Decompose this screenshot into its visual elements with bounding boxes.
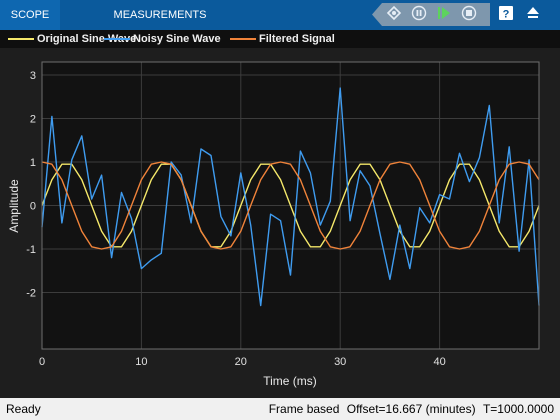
axes-frame bbox=[41, 61, 540, 350]
pause-icon[interactable] bbox=[410, 4, 428, 22]
x-tick-label: 0 bbox=[39, 356, 45, 368]
status-mode: Frame based bbox=[268, 402, 340, 416]
svg-text:?: ? bbox=[503, 9, 510, 21]
simulation-controls bbox=[372, 3, 490, 26]
tab-measurements[interactable]: MEASUREMENTS bbox=[113, 9, 207, 21]
y-axis-label: Amplitude bbox=[7, 179, 21, 233]
series-lines bbox=[41, 87, 540, 307]
legend: Original Sine Wave Noisy Sine Wave Filte… bbox=[0, 30, 560, 48]
tab-scope[interactable]: SCOPE bbox=[0, 0, 60, 30]
scope-chart: 0 10 20 30 40 -2 -1 0 1 2 3 Time (ms) Amplitude bbox=[7, 61, 540, 388]
legend-label: Original Sine Wave bbox=[37, 33, 137, 45]
x-axis-label: Time (ms) bbox=[263, 374, 317, 388]
status-offset: Offset=16.667 (minutes) bbox=[346, 402, 476, 416]
x-tick-label: 10 bbox=[135, 356, 147, 368]
status-ready: Ready bbox=[6, 402, 41, 416]
status-time: T=1000.0000 bbox=[482, 402, 554, 416]
expand-icon[interactable] bbox=[524, 4, 542, 22]
signal-select-icon[interactable] bbox=[385, 4, 403, 22]
toolstrip: SCOPE MEASUREMENTS ? bbox=[0, 0, 560, 30]
legend-item-filtered[interactable]: Filtered Signal bbox=[230, 30, 335, 48]
run-icon[interactable] bbox=[435, 4, 453, 22]
legend-label: Filtered Signal bbox=[259, 33, 335, 45]
help-icon[interactable]: ? bbox=[497, 4, 515, 22]
x-tick-label: 30 bbox=[334, 356, 346, 368]
legend-swatch bbox=[8, 38, 34, 40]
y-tick-label: -2 bbox=[26, 287, 36, 299]
plot-area: 0 10 20 30 40 -2 -1 0 1 2 3 Time (ms) Amplitude bbox=[0, 48, 560, 398]
tick-labels: 0 10 20 30 40 -2 -1 0 1 2 3 bbox=[26, 70, 446, 368]
series-line-filtered bbox=[41, 161, 540, 250]
legend-item-original[interactable]: Original Sine Wave bbox=[8, 30, 136, 48]
status-bar: Ready Frame based Offset=16.667 (minutes… bbox=[0, 398, 560, 420]
y-tick-label: -1 bbox=[26, 244, 36, 256]
legend-swatch bbox=[104, 38, 130, 40]
y-tick-label: 3 bbox=[30, 70, 36, 82]
x-tick-label: 20 bbox=[235, 356, 247, 368]
y-tick-label: 0 bbox=[30, 201, 36, 213]
x-tick-label: 40 bbox=[433, 356, 445, 368]
y-tick-label: 2 bbox=[30, 114, 36, 126]
stop-icon[interactable] bbox=[460, 4, 478, 22]
legend-item-noisy[interactable]: Noisy Sine Wave bbox=[104, 30, 221, 48]
legend-swatch bbox=[230, 38, 256, 40]
status-info: Frame based Offset=16.667 (minutes) T=10… bbox=[265, 402, 554, 416]
series-line-noisy bbox=[41, 87, 540, 307]
legend-label: Noisy Sine Wave bbox=[133, 33, 221, 45]
y-tick-label: 1 bbox=[30, 157, 36, 169]
